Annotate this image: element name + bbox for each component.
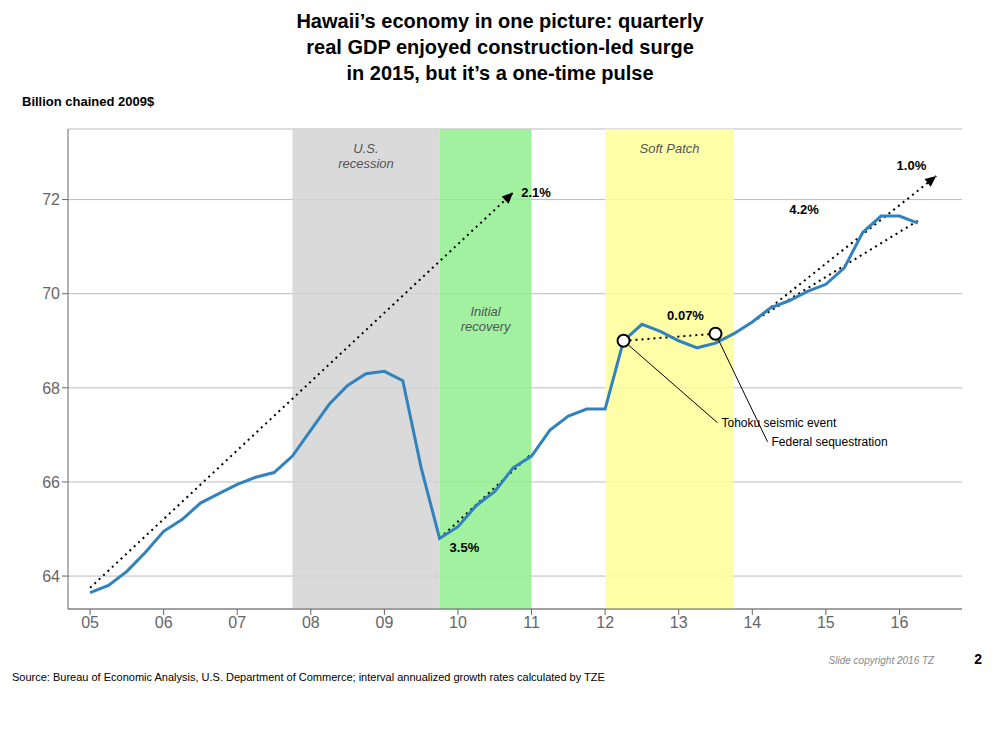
svg-text:Tohoku seismic event: Tohoku seismic event [722, 416, 837, 430]
svg-text:3.5%: 3.5% [450, 540, 480, 555]
svg-text:Soft Patch: Soft Patch [640, 141, 700, 156]
svg-text:64: 64 [42, 568, 60, 585]
svg-text:U.S.recession: U.S.recession [338, 141, 394, 172]
svg-text:70: 70 [42, 285, 60, 302]
svg-text:Federal sequestration: Federal sequestration [772, 435, 888, 449]
svg-text:05: 05 [81, 614, 99, 631]
svg-text:14: 14 [743, 614, 761, 631]
svg-text:11: 11 [523, 614, 540, 631]
html-text:Source: Bureau of Economic Ana: Source: Bureau of Economic Analysis, U.S… [12, 671, 605, 683]
svg-text:68: 68 [42, 380, 60, 397]
svg-text:72: 72 [42, 191, 60, 208]
svg-text:10: 10 [449, 614, 467, 631]
svg-text:13: 13 [670, 614, 688, 631]
svg-text:15: 15 [817, 614, 835, 631]
html-text:Slide copyright 2016 TZ: Slide copyright 2016 TZ [828, 655, 935, 666]
svg-text:2.1%: 2.1% [521, 185, 551, 200]
svg-text:16: 16 [891, 614, 909, 631]
html-text:Hawaii’s economy in one pictur: Hawaii’s economy in one picture: quarter… [296, 10, 704, 84]
svg-text:1.0%: 1.0% [897, 158, 927, 173]
svg-text:4.2%: 4.2% [789, 202, 819, 217]
svg-text:0.07%: 0.07% [667, 308, 704, 323]
html-text:2: 2 [974, 651, 982, 667]
html-text:Billion chained 2009$: Billion chained 2009$ [22, 94, 155, 109]
svg-text:08: 08 [302, 614, 320, 631]
svg-text:66: 66 [42, 474, 60, 491]
svg-text:09: 09 [375, 614, 393, 631]
svg-text:Initialrecovery: Initialrecovery [461, 304, 512, 335]
svg-text:07: 07 [228, 614, 246, 631]
svg-text:06: 06 [155, 614, 173, 631]
svg-text:12: 12 [596, 614, 614, 631]
